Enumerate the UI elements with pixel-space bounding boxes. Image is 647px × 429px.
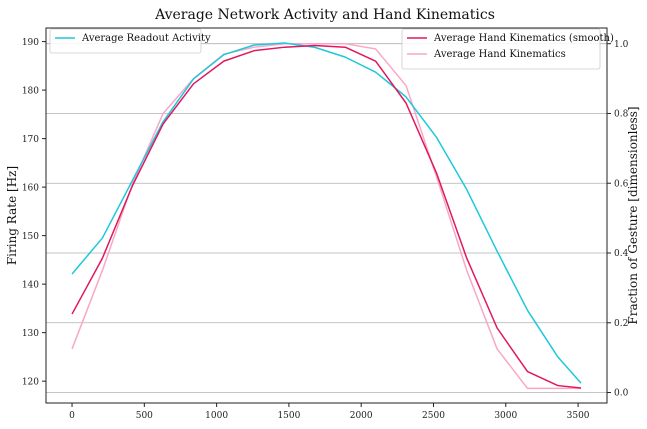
y-left-tick-label: 160 <box>22 183 39 193</box>
series-line-smooth <box>71 44 582 389</box>
y-left-tick-label: 150 <box>22 232 39 242</box>
y-right-tick-label: 0.6 <box>614 179 629 189</box>
y-right-axis-ticks: 0.0 0.2 0.4 0.6 0.8 1.0 <box>607 40 629 399</box>
legend-box <box>401 28 601 70</box>
x-tick-label: 500 <box>136 411 153 421</box>
y-left-tick-label: 190 <box>22 38 39 48</box>
x-tick-label: 1000 <box>205 411 228 421</box>
chart-title: Average Network Activity and Hand Kinema… <box>154 7 495 23</box>
y-left-tick-label: 170 <box>22 135 39 145</box>
y-right-tick-label: 0.0 <box>614 389 629 399</box>
x-tick-label: 1500 <box>277 411 300 421</box>
y-left-tick-label: 130 <box>22 329 39 339</box>
legend-right: Average Hand Kinematics (smooth) Average … <box>401 28 614 70</box>
x-tick-label: 2000 <box>350 411 373 421</box>
y-right-tick-label: 0.2 <box>614 319 628 329</box>
x-axis-ticks: 0 500 1000 1500 2000 2500 3000 3500 <box>69 403 590 421</box>
x-tick-label: 0 <box>69 411 75 421</box>
y-left-tick-label: 140 <box>22 280 39 290</box>
series-line-raw <box>71 42 581 390</box>
plot-area-frame <box>45 27 608 404</box>
y-axis-label-left: Firing Rate [Hz] <box>5 166 19 265</box>
y-left-tick-label: 180 <box>22 86 39 96</box>
legend-left: Average Readout Activity <box>49 28 211 54</box>
x-tick-label: 3000 <box>494 411 517 421</box>
y-right-tick-label: 0.4 <box>614 249 629 259</box>
x-tick-label: 2500 <box>422 411 445 421</box>
legend-label: Average Hand Kinematics (smooth) <box>433 33 614 44</box>
y-left-axis-ticks: 120 130 140 150 160 170 180 190 <box>22 38 46 387</box>
legend-box <box>49 28 202 54</box>
legend-label: Average Readout Activity <box>81 33 211 44</box>
y-left-tick-label: 120 <box>22 377 39 387</box>
series-lines <box>71 42 582 390</box>
legend-label: Average Hand Kinematics <box>433 49 566 60</box>
y-right-tick-label: 1.0 <box>614 40 629 50</box>
x-tick-label: 3500 <box>567 411 590 421</box>
y-axis-label-right: Fraction of Gesture [dimensionless] <box>626 106 640 324</box>
y-right-tick-label: 0.8 <box>614 110 629 120</box>
series-line-readout <box>71 42 582 384</box>
